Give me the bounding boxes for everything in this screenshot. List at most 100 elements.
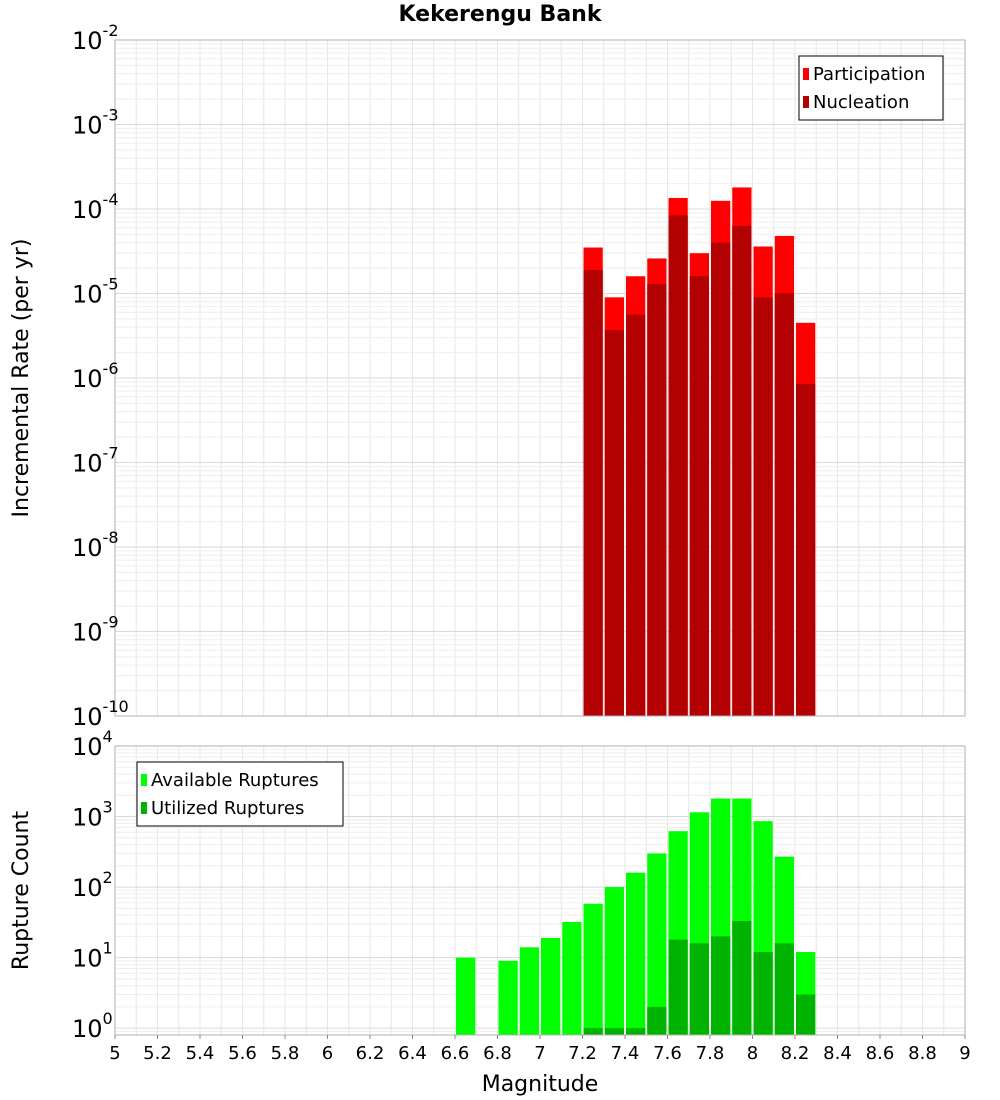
y-tick-label: 10-8 bbox=[72, 528, 119, 562]
bar-utilized-ruptures bbox=[647, 1006, 667, 1035]
x-axis-label: Magnitude bbox=[482, 1072, 599, 1097]
y-tick-label: 10-2 bbox=[72, 21, 119, 55]
x-tick-label: 5.8 bbox=[271, 1043, 300, 1064]
bar-utilized-ruptures bbox=[604, 1028, 624, 1035]
x-tick-label: 6.6 bbox=[441, 1043, 470, 1064]
y-tick-exponent: -4 bbox=[103, 190, 119, 209]
bar-nucleation bbox=[711, 242, 731, 717]
y-tick-exponent: -6 bbox=[103, 359, 119, 378]
y-tick-exponent: -5 bbox=[103, 275, 119, 294]
y-tick-label: 103 bbox=[72, 798, 113, 832]
bar-utilized-ruptures bbox=[753, 952, 773, 1035]
x-tick-label: 6 bbox=[322, 1043, 333, 1064]
bar-nucleation bbox=[732, 225, 752, 716]
bar-utilized-ruptures bbox=[774, 943, 794, 1035]
legend-label: Participation bbox=[813, 64, 925, 85]
x-tick-label: 5 bbox=[109, 1043, 120, 1064]
y-tick-label: 101 bbox=[72, 939, 113, 973]
y-tick-label: 104 bbox=[72, 727, 113, 761]
x-tick-label: 5.6 bbox=[228, 1043, 257, 1064]
y-tick-exponent: -3 bbox=[103, 106, 119, 125]
legend-label: Nucleation bbox=[813, 92, 909, 113]
plot-border bbox=[114, 39, 966, 717]
bar-utilized-ruptures bbox=[626, 1028, 646, 1035]
x-tick-label: 8.6 bbox=[866, 1043, 895, 1064]
y-tick-exponent: 1 bbox=[103, 939, 113, 958]
bar-available-ruptures bbox=[456, 957, 476, 1035]
x-tick-label: 9 bbox=[959, 1043, 970, 1064]
bar-available-ruptures bbox=[583, 903, 603, 1035]
bar-available-ruptures bbox=[541, 937, 561, 1035]
y-tick-label: 10-3 bbox=[72, 106, 119, 140]
y-tick-exponent: 2 bbox=[103, 868, 113, 887]
y-tick-exponent: -10 bbox=[103, 697, 129, 716]
x-tick-label: 8 bbox=[747, 1043, 758, 1064]
y-axis-label: Incremental Rate (per yr) bbox=[9, 239, 34, 518]
x-tick-label: 5.4 bbox=[186, 1043, 215, 1064]
bar-utilized-ruptures bbox=[668, 939, 688, 1035]
legend: Participation Nucleation bbox=[798, 55, 944, 121]
x-tick-label: 6.8 bbox=[483, 1043, 512, 1064]
bar-utilized-ruptures bbox=[583, 1028, 603, 1035]
bar-available-ruptures bbox=[562, 921, 582, 1035]
bar-utilized-ruptures bbox=[711, 936, 731, 1035]
rate-panel: 10-2 10-3 10-4 10-5 10-6 10-7 10-8 10-9 10-10 Inc… bbox=[9, 21, 966, 731]
bar-nucleation bbox=[689, 276, 709, 716]
legend-label: Utilized Ruptures bbox=[151, 798, 304, 819]
y-tick-label: 102 bbox=[72, 868, 113, 902]
chart-title: Kekerengu Bank bbox=[398, 2, 602, 27]
legend-box bbox=[798, 55, 944, 121]
bar-available-ruptures bbox=[498, 960, 518, 1035]
bar-nucleation bbox=[626, 314, 646, 716]
bar-available-ruptures bbox=[626, 872, 646, 1035]
y-tick-exponent: 4 bbox=[103, 727, 113, 746]
bar-utilized-ruptures bbox=[732, 921, 752, 1035]
y-axis-label: Rupture Count bbox=[9, 811, 34, 971]
y-tick-exponent: 3 bbox=[103, 798, 113, 817]
y-tick-exponent: -7 bbox=[103, 444, 119, 463]
legend: Available Ruptures Utilized Ruptures bbox=[136, 761, 344, 827]
y-tick-label: 10-7 bbox=[72, 444, 119, 478]
x-tick-label: 7.6 bbox=[653, 1043, 682, 1064]
y-tick-label: 100 bbox=[72, 1009, 113, 1043]
bar-utilized-ruptures bbox=[796, 994, 816, 1035]
bar-nucleation bbox=[668, 215, 688, 716]
legend-label: Available Ruptures bbox=[151, 770, 319, 791]
bar-utilized-ruptures bbox=[689, 943, 709, 1035]
legend-box bbox=[136, 761, 344, 827]
y-tick-exponent: -8 bbox=[103, 528, 119, 547]
bar-nucleation bbox=[796, 383, 816, 716]
y-tick-exponent: -2 bbox=[103, 21, 119, 40]
x-tick-label: 8.4 bbox=[823, 1043, 852, 1064]
x-tick-label: 7 bbox=[534, 1043, 545, 1064]
y-tick-label: 10-6 bbox=[72, 359, 119, 393]
x-tick-label: 8.2 bbox=[781, 1043, 810, 1064]
x-tick-label: 7.2 bbox=[568, 1043, 597, 1064]
y-tick-exponent: 0 bbox=[103, 1009, 113, 1028]
bar-available-ruptures bbox=[647, 853, 667, 1035]
legend-swatch bbox=[141, 802, 147, 814]
legend-swatch bbox=[803, 68, 809, 80]
y-tick-label: 10-5 bbox=[72, 275, 119, 309]
x-tick-label: 7.8 bbox=[696, 1043, 725, 1064]
x-tick-label: 6.4 bbox=[398, 1043, 427, 1064]
bar-nucleation bbox=[774, 293, 794, 716]
y-tick-label: 10-10 bbox=[72, 697, 129, 731]
bar-available-ruptures bbox=[604, 887, 624, 1035]
bar-nucleation bbox=[604, 329, 624, 716]
x-tick-label: 6.2 bbox=[356, 1043, 385, 1064]
y-tick-exponent: -9 bbox=[103, 613, 119, 632]
legend-swatch bbox=[803, 96, 809, 108]
x-tick-label: 8.8 bbox=[908, 1043, 937, 1064]
bar-nucleation bbox=[753, 297, 773, 716]
bar-nucleation bbox=[583, 269, 603, 716]
bar-nucleation bbox=[647, 283, 667, 716]
legend-swatch bbox=[141, 774, 147, 786]
bar-available-ruptures bbox=[519, 947, 539, 1035]
x-tick-label: 7.4 bbox=[611, 1043, 640, 1064]
x-tick-label: 5.2 bbox=[143, 1043, 172, 1064]
y-tick-label: 10-4 bbox=[72, 190, 119, 224]
y-tick-label: 10-9 bbox=[72, 613, 119, 647]
